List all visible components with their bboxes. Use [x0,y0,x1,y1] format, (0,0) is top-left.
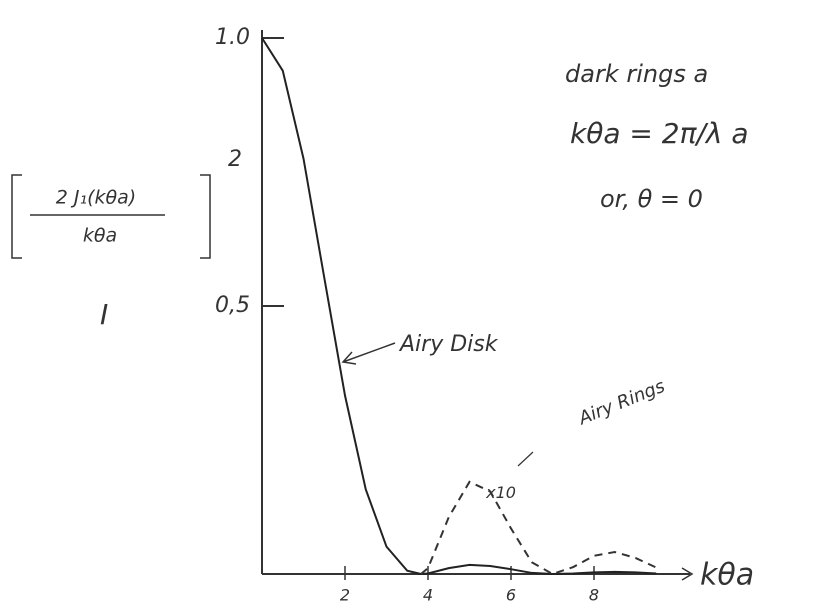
y-symbol: I [100,298,108,331]
y-label-denominator: kθa [83,225,117,247]
annotation: or, θ = 0 [600,185,703,213]
annotation: kθa = 2π/λ a [570,117,749,150]
y-label-numerator: 2 J₁(kθa) [56,187,136,209]
series-line [421,482,656,574]
annotation: Airy Disk [398,332,499,357]
arrow [518,452,533,466]
annotation: dark rings a [565,60,708,88]
y-tick-label: 1.0 [215,25,250,50]
x-tick-label: 2 [340,586,350,605]
x-label: kθa [700,558,754,593]
x-tick-label: 6 [506,586,516,605]
x-tick-label: 8 [589,586,599,605]
arrow [343,343,395,364]
series-label: x10 [485,483,516,502]
y-tick-label: 0,5 [215,293,250,318]
annotation: Airy Rings [575,376,668,430]
x-tick-label: 4 [423,586,433,605]
y-label-exponent: 2 [228,147,242,172]
chart: kθa 2 J₁(kθa) kθa 2 I Airy Disk Airy Rin… [0,0,829,614]
